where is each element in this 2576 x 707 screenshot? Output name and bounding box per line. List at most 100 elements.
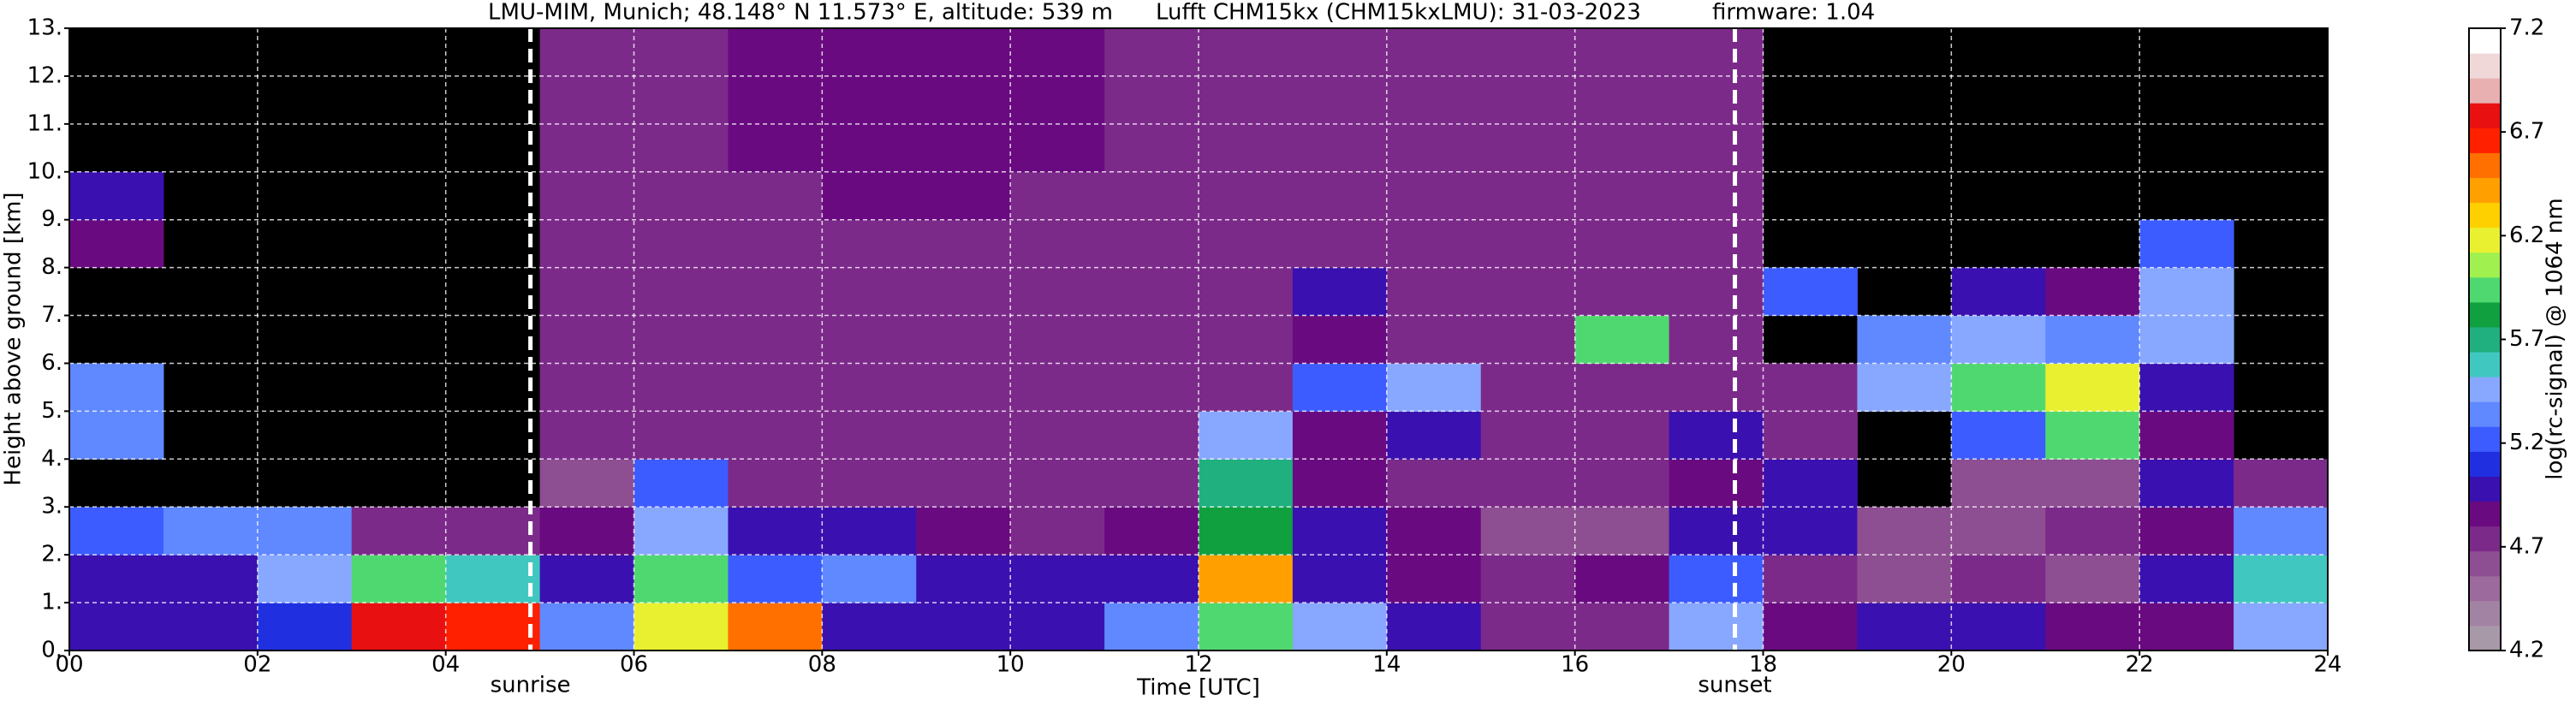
heatmap-cell (1480, 28, 1576, 77)
heatmap-cell (1010, 171, 1105, 221)
y-tick-label: 9. (41, 206, 62, 232)
heatmap-cell (69, 363, 164, 412)
heatmap-cell (916, 75, 1011, 125)
colorbar-swatch (2469, 78, 2501, 104)
heatmap-cell (1669, 507, 1764, 556)
colorbar-swatch (2469, 401, 2501, 427)
heatmap-cell (822, 267, 917, 317)
heatmap-cell (1010, 123, 1105, 173)
colorbar-swatch (2469, 227, 2501, 253)
heatmap-cell (539, 171, 634, 221)
heatmap-cell (1292, 28, 1388, 77)
colorbar-tick-label: 6.7 (2509, 119, 2544, 145)
heatmap-cell (1292, 507, 1388, 556)
heatmap-cell (822, 219, 917, 269)
colorbar-tick-label: 7.2 (2509, 15, 2544, 41)
heatmap-cell (1386, 411, 1482, 460)
colorbar-tick-label: 4.7 (2509, 533, 2544, 559)
x-tick-label: 10 (996, 652, 1025, 678)
y-tick-label: 10. (27, 158, 62, 184)
y-tick-label: 13. (27, 15, 62, 41)
colorbar-swatch (2469, 526, 2501, 552)
heatmap-cell (351, 555, 447, 603)
x-tick-label: 24 (2313, 652, 2341, 678)
heatmap-cell (539, 507, 634, 556)
heatmap-cell (539, 267, 634, 317)
heatmap-cell (1386, 75, 1482, 125)
heatmap-cell (728, 315, 823, 364)
heatmap-cell (2045, 507, 2140, 556)
heatmap-cell (1574, 75, 1670, 125)
heatmap-cell (1763, 363, 1858, 412)
heatmap-cell (1104, 267, 1199, 317)
heatmap-cell (728, 411, 823, 460)
heatmap-cell (1010, 315, 1105, 364)
annotation-label: sunrise (491, 673, 571, 698)
heatmap-cell (69, 219, 164, 269)
heatmap-cell (1199, 267, 1294, 317)
heatmap-cell (1480, 219, 1576, 269)
heatmap-cell (163, 507, 259, 556)
heatmap-cell (1574, 555, 1670, 603)
heatmap-cell (539, 315, 634, 364)
colorbar-swatch (2469, 600, 2501, 627)
heatmap-cell (1951, 315, 2046, 364)
heatmap-cell (1292, 219, 1388, 269)
y-axis-label: Height above ground [km] (1, 192, 27, 485)
heatmap-cell (1480, 315, 1576, 364)
heatmap-cell (1104, 315, 1199, 364)
heatmap-cell (1574, 315, 1670, 364)
heatmap-cell (1199, 75, 1294, 125)
heatmap-cell (539, 75, 634, 125)
heatmap-cell (822, 315, 917, 364)
annotation-label: sunset (1698, 673, 1771, 698)
colorbar-swatch (2469, 28, 2501, 54)
colorbar-swatch (2469, 501, 2501, 527)
heatmap-cell (1386, 507, 1482, 556)
heatmap-cell (69, 171, 164, 221)
x-tick-label: 02 (243, 652, 271, 678)
colorbar-swatch (2469, 426, 2501, 452)
heatmap-cell (822, 28, 917, 77)
heatmap-cell (2045, 459, 2140, 508)
heatmap-cell (1574, 363, 1670, 412)
heatmap-cell (445, 507, 541, 556)
heatmap-cell (1669, 459, 1764, 508)
heatmap-cell (1480, 171, 1576, 221)
heatmap-cell (1386, 267, 1482, 317)
heatmap-cell (728, 171, 823, 221)
heatmap-cell (69, 603, 164, 651)
heatmap-cell (1763, 507, 1858, 556)
colorbar-swatch (2469, 550, 2501, 577)
heatmap-cell (916, 28, 1011, 77)
heatmap-cell (1292, 555, 1388, 603)
heatmap-cell (1763, 411, 1858, 460)
heatmap-cell (1857, 363, 1952, 412)
heatmap-cell (1104, 459, 1199, 508)
heatmap-cell (1669, 315, 1764, 364)
heatmap-cell (728, 28, 823, 77)
y-tick-label: 12. (27, 62, 62, 88)
heatmap-cell (1386, 123, 1482, 173)
heatmap-cell (822, 363, 917, 412)
heatmap-cell (728, 459, 823, 508)
heatmap-cell (2139, 267, 2234, 317)
heatmap-cell (1480, 123, 1576, 173)
heatmap-cell (1292, 459, 1388, 508)
colorbar-swatch (2469, 575, 2501, 602)
heatmap-cell (1480, 75, 1576, 125)
heatmap-cell (539, 363, 634, 412)
heatmap-cell (1199, 507, 1294, 556)
chart-subtitle: Lufft CHM15kx (CHM15kxLMU): 31-03-2023 (1156, 0, 1641, 26)
heatmap-cell (1199, 363, 1294, 412)
colorbar-tick-label: 5.7 (2509, 326, 2544, 352)
heatmap-cell (822, 603, 917, 651)
heatmap-cell (1292, 123, 1388, 173)
heatmap-cell (1669, 28, 1764, 77)
heatmap-cell (2139, 555, 2234, 603)
heatmap-cell (445, 555, 541, 603)
heatmap-cell (1010, 459, 1105, 508)
colorbar-swatch (2469, 128, 2501, 153)
heatmap-cell (1292, 171, 1388, 221)
heatmap-cell (1199, 28, 1294, 77)
